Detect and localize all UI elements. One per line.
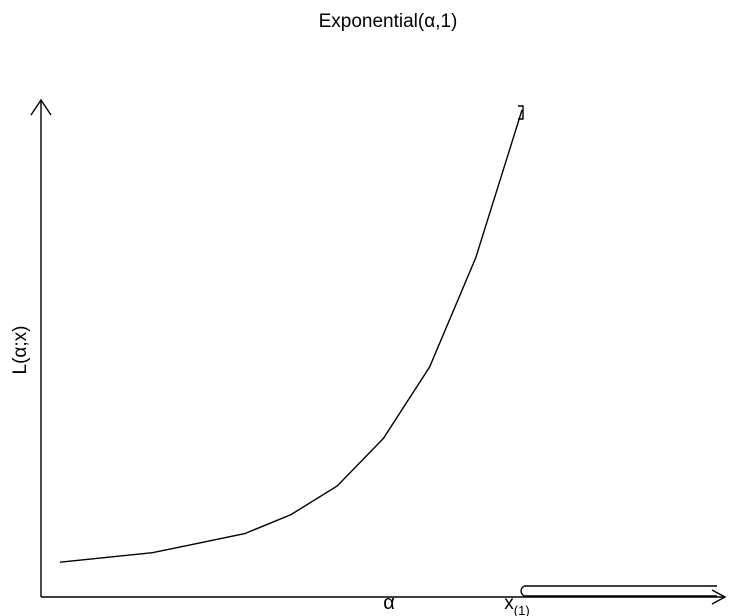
x-axis-label: α: [383, 592, 395, 614]
y-axis: [30, 98, 52, 597]
x-axis-marker-base: x: [504, 593, 514, 614]
y-axis-arrowhead: [30, 98, 52, 116]
x-axis-marker-label: x(1): [504, 593, 529, 616]
chart-title: Exponential(α,1): [319, 11, 458, 32]
x-axis-marker-subscript: (1): [514, 603, 530, 616]
x-axis-arrowhead: [711, 589, 727, 605]
infeasible-region-marker: [520, 585, 717, 597]
curve-endpoint-marker: [518, 105, 524, 120]
closed-endpoint-bracket: [518, 105, 524, 120]
y-axis-label: L(α;x): [10, 326, 31, 375]
x-axis: [41, 589, 727, 605]
open-interval-bracket: [520, 585, 525, 597]
likelihood-curve: [59, 109, 523, 563]
